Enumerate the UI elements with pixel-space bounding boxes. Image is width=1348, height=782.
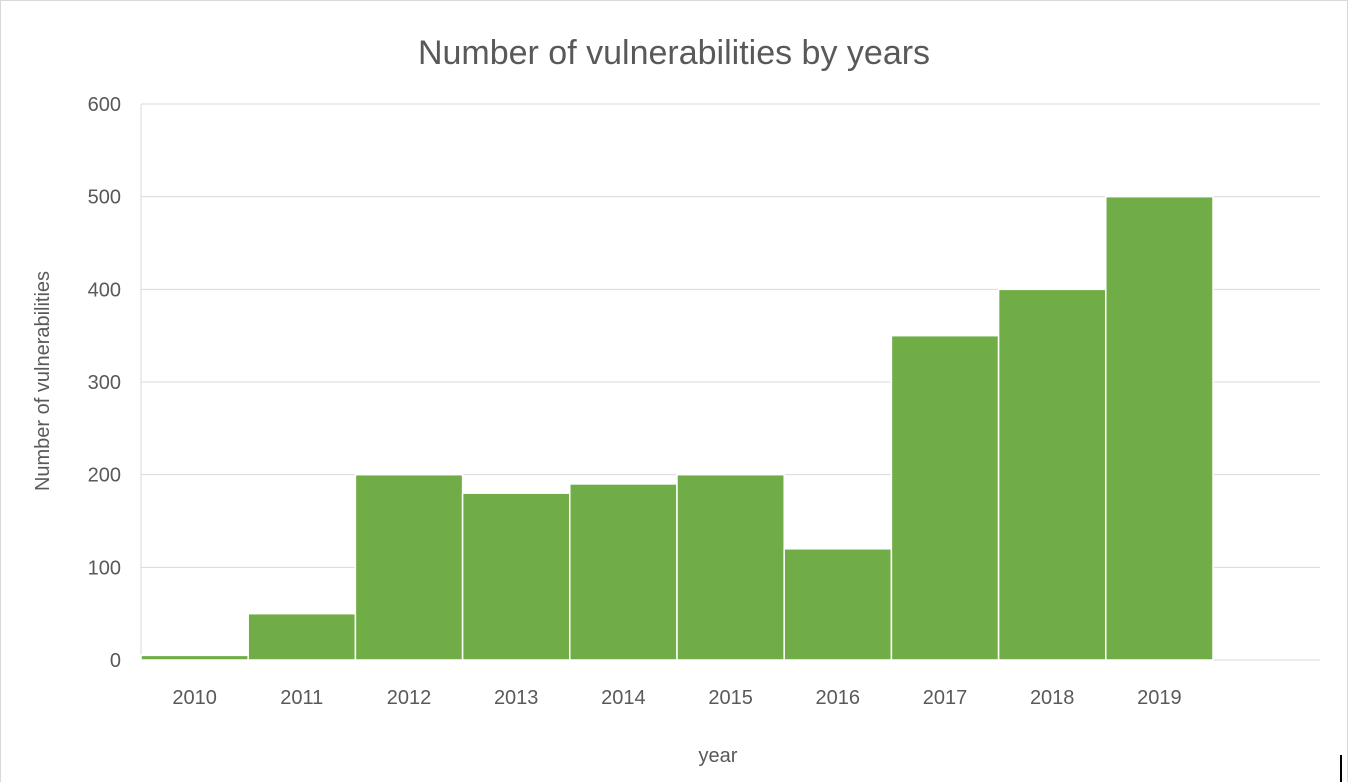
x-tick-label: 2011 — [280, 687, 323, 709]
bar-2010 — [140, 654, 249, 661]
y-tick-label: 200 — [88, 465, 121, 487]
bar-2017 — [890, 334, 1000, 661]
bar-2011 — [247, 612, 357, 661]
x-tick-label: 2013 — [494, 687, 539, 709]
bar-2019 — [1105, 195, 1214, 661]
bar-2014 — [569, 483, 678, 661]
x-tick-label: 2018 — [1030, 687, 1075, 709]
y-tick-label: 0 — [110, 650, 121, 672]
y-tick-label: 600 — [88, 94, 121, 116]
y-axis-label: Number of vulnerabilities — [32, 271, 54, 491]
x-tick-label: 2012 — [387, 687, 432, 709]
x-tick-label: 2016 — [816, 687, 861, 709]
bar-2013 — [461, 492, 571, 661]
x-tick-label: 2019 — [1137, 687, 1182, 709]
y-tick-label: 300 — [88, 372, 121, 394]
chart-title: Number of vulnerabilities by years — [418, 34, 930, 72]
x-tick-label: 2010 — [172, 687, 217, 709]
x-tick-labels: 2010 2011 2012 2013 2014 2015 2016 2017 2018 2019 — [172, 687, 1181, 709]
x-tick-label: 2017 — [923, 687, 968, 709]
y-tick-labels: 0 100 200 300 400 500 600 — [88, 94, 121, 672]
y-tick-label: 500 — [88, 187, 121, 209]
bar-2012 — [354, 473, 464, 661]
x-axis-label: year — [699, 745, 738, 767]
bar-2018 — [997, 288, 1107, 661]
window-edge-mark — [1340, 755, 1342, 782]
x-tick-label: 2015 — [708, 687, 753, 709]
y-tick-label: 400 — [88, 279, 121, 301]
bar-2015 — [676, 473, 785, 661]
y-tick-label: 100 — [88, 557, 121, 579]
bars — [140, 195, 1214, 661]
bar-2016 — [783, 548, 893, 661]
x-tick-label: 2014 — [601, 687, 646, 709]
